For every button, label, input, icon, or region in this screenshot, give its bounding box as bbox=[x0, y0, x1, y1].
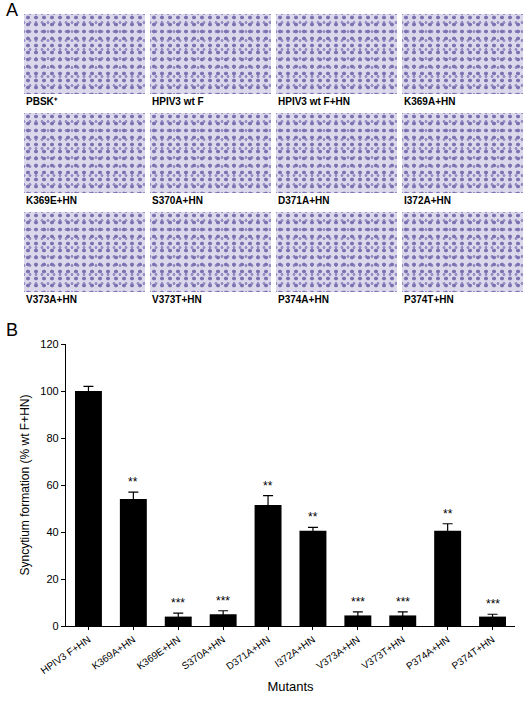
svg-text:**: ** bbox=[263, 479, 273, 493]
svg-text:Syncytium formation (% wt F+HN: Syncytium formation (% wt F+HN) bbox=[18, 394, 32, 575]
html-text:S370A+HN: S370A+HN bbox=[152, 195, 203, 206]
html-text:D371A+HN: D371A+HN bbox=[278, 195, 330, 206]
html-text:PBSK⁺: PBSK⁺ bbox=[26, 96, 57, 107]
svg-text:40: 40 bbox=[46, 526, 58, 538]
svg-text:***: *** bbox=[171, 596, 185, 610]
svg-text:I372A+HN: I372A+HN bbox=[273, 634, 317, 670]
svg-text:HPIV3 F+HN: HPIV3 F+HN bbox=[39, 634, 93, 676]
html-text:P374T+HN: P374T+HN bbox=[404, 294, 454, 305]
svg-text:**: ** bbox=[308, 510, 318, 524]
html-text:HPIV3 wt F: HPIV3 wt F bbox=[152, 96, 204, 107]
svg-text:20: 20 bbox=[46, 573, 58, 585]
html-text:P374A+HN: P374A+HN bbox=[278, 294, 329, 305]
svg-text:***: *** bbox=[351, 595, 365, 609]
html-text:HPIV3 wt F+HN: HPIV3 wt F+HN bbox=[278, 96, 350, 107]
html-text:V373T+HN: V373T+HN bbox=[152, 294, 202, 305]
html-text:A: A bbox=[6, 0, 18, 20]
html-text:K369E+HN: K369E+HN bbox=[26, 195, 77, 206]
svg-text:P374A+HN: P374A+HN bbox=[404, 634, 452, 672]
html-text:B: B bbox=[6, 320, 18, 340]
svg-text:60: 60 bbox=[46, 479, 58, 491]
svg-text:120: 120 bbox=[40, 338, 58, 350]
svg-text:V373T+HN: V373T+HN bbox=[360, 634, 407, 672]
svg-text:**: ** bbox=[128, 475, 138, 489]
svg-text:P374T+HN: P374T+HN bbox=[450, 634, 497, 672]
svg-text:K369E+HN: K369E+HN bbox=[135, 634, 183, 672]
html-text:I372A+HN: I372A+HN bbox=[404, 195, 451, 206]
svg-text:Mutants: Mutants bbox=[267, 679, 314, 694]
svg-text:V373A+HN: V373A+HN bbox=[314, 634, 362, 672]
svg-text:0: 0 bbox=[53, 620, 59, 632]
svg-text:100: 100 bbox=[40, 385, 58, 397]
html-text:K369A+HN: K369A+HN bbox=[404, 96, 456, 107]
svg-text:**: ** bbox=[443, 507, 453, 521]
svg-text:***: *** bbox=[396, 595, 410, 609]
svg-text:80: 80 bbox=[46, 432, 58, 444]
svg-text:D371A+HN: D371A+HN bbox=[224, 634, 272, 672]
svg-text:S370A+HN: S370A+HN bbox=[180, 634, 228, 672]
svg-text:K369A+HN: K369A+HN bbox=[90, 634, 138, 672]
svg-text:***: *** bbox=[486, 597, 500, 611]
html-text:V373A+HN: V373A+HN bbox=[26, 294, 77, 305]
svg-text:***: *** bbox=[216, 594, 230, 608]
